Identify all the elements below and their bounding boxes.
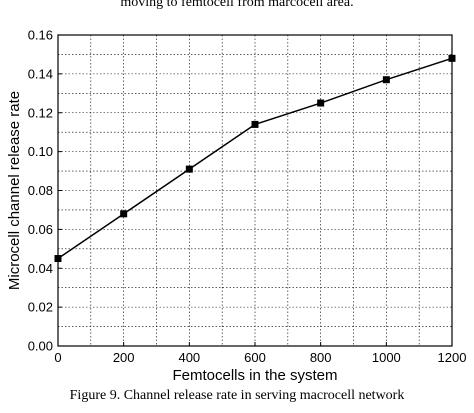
y-tick-label: 0.10	[28, 144, 53, 159]
data-point-marker	[251, 120, 259, 128]
y-tick-label: 0.08	[28, 183, 53, 198]
y-tick-label: 0.16	[28, 28, 53, 43]
x-axis-title: Femtocells in the system	[172, 367, 337, 384]
y-tick-label: 0.04	[28, 261, 53, 276]
y-tick-label: 0.00	[28, 339, 53, 354]
y-tick-label: 0.12	[28, 105, 53, 120]
y-axis-title: Microcell channel release rate	[6, 91, 23, 290]
data-point-marker	[120, 210, 128, 218]
x-tick-label: 800	[310, 350, 332, 365]
y-tick-label: 0.14	[28, 66, 53, 81]
x-tick-label: 200	[113, 350, 135, 365]
y-tick-label: 0.02	[28, 300, 53, 315]
y-tick-label: 0.06	[28, 222, 53, 237]
data-point-marker	[382, 76, 390, 84]
x-tick-label: 400	[178, 350, 200, 365]
x-tick-label: 0	[54, 350, 61, 365]
figure-caption: Figure 9. Channel release rate in servin…	[69, 388, 405, 403]
x-tick-label: 1200	[438, 350, 467, 365]
x-tick-label: 1000	[372, 350, 401, 365]
data-point-marker	[54, 255, 62, 263]
data-point-marker	[448, 54, 456, 62]
data-point-marker	[317, 99, 325, 107]
data-point-marker	[185, 165, 193, 173]
top-caption: moving to femtocell from marcocell area.	[120, 0, 354, 10]
x-tick-label: 600	[244, 350, 266, 365]
